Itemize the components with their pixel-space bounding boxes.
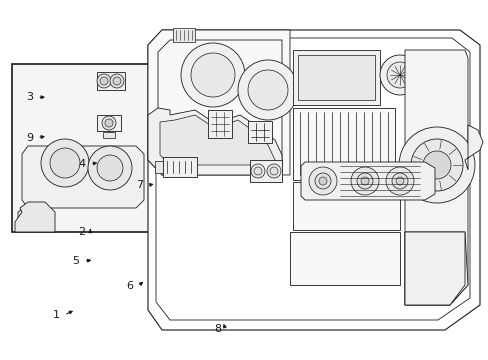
Polygon shape	[292, 50, 379, 105]
Circle shape	[250, 164, 264, 178]
Text: 6: 6	[126, 281, 133, 291]
Polygon shape	[289, 232, 399, 285]
Circle shape	[97, 155, 123, 181]
Circle shape	[360, 177, 368, 185]
Text: 7: 7	[136, 180, 142, 190]
Bar	[249, 160, 282, 182]
Text: 2: 2	[79, 227, 85, 237]
Text: 4: 4	[79, 159, 85, 169]
Polygon shape	[404, 232, 467, 305]
Bar	[173, 28, 195, 42]
Bar	[247, 121, 271, 143]
Circle shape	[386, 62, 412, 88]
Circle shape	[253, 167, 262, 175]
Circle shape	[102, 116, 116, 130]
Text: 1: 1	[53, 310, 60, 320]
Polygon shape	[22, 146, 143, 208]
Text: 3: 3	[26, 92, 33, 102]
Polygon shape	[297, 55, 374, 100]
Circle shape	[97, 74, 111, 88]
Text: 5: 5	[72, 256, 79, 266]
Bar	[12, 64, 150, 232]
Circle shape	[398, 127, 474, 203]
Circle shape	[238, 60, 297, 120]
Circle shape	[266, 164, 281, 178]
Polygon shape	[15, 202, 55, 232]
Polygon shape	[148, 30, 479, 330]
Circle shape	[356, 173, 372, 189]
Polygon shape	[404, 50, 467, 305]
Circle shape	[318, 177, 326, 185]
Circle shape	[395, 177, 403, 185]
Circle shape	[391, 173, 407, 189]
Text: 8: 8	[214, 324, 221, 334]
Bar	[97, 72, 125, 90]
Bar	[155, 161, 163, 173]
Polygon shape	[148, 30, 289, 175]
Circle shape	[247, 70, 287, 110]
Circle shape	[379, 55, 419, 95]
Circle shape	[314, 173, 330, 189]
Polygon shape	[301, 162, 434, 200]
Polygon shape	[292, 182, 399, 230]
Polygon shape	[404, 232, 464, 305]
Circle shape	[88, 146, 132, 190]
Circle shape	[105, 119, 113, 127]
Polygon shape	[148, 108, 282, 175]
Circle shape	[50, 148, 80, 178]
Circle shape	[191, 53, 235, 97]
Text: 9: 9	[26, 132, 33, 143]
Circle shape	[100, 77, 108, 85]
Polygon shape	[160, 115, 274, 165]
Circle shape	[422, 151, 450, 179]
Circle shape	[308, 167, 336, 195]
Bar	[97, 115, 121, 131]
Polygon shape	[292, 108, 394, 180]
Circle shape	[350, 167, 378, 195]
Circle shape	[385, 167, 413, 195]
Circle shape	[113, 77, 121, 85]
Circle shape	[110, 74, 124, 88]
Polygon shape	[18, 205, 28, 228]
Circle shape	[41, 139, 89, 187]
Bar	[103, 132, 115, 138]
Circle shape	[269, 167, 278, 175]
Circle shape	[410, 139, 462, 191]
Bar	[163, 157, 197, 177]
Polygon shape	[464, 125, 482, 170]
Circle shape	[181, 43, 244, 107]
Bar	[207, 110, 231, 138]
